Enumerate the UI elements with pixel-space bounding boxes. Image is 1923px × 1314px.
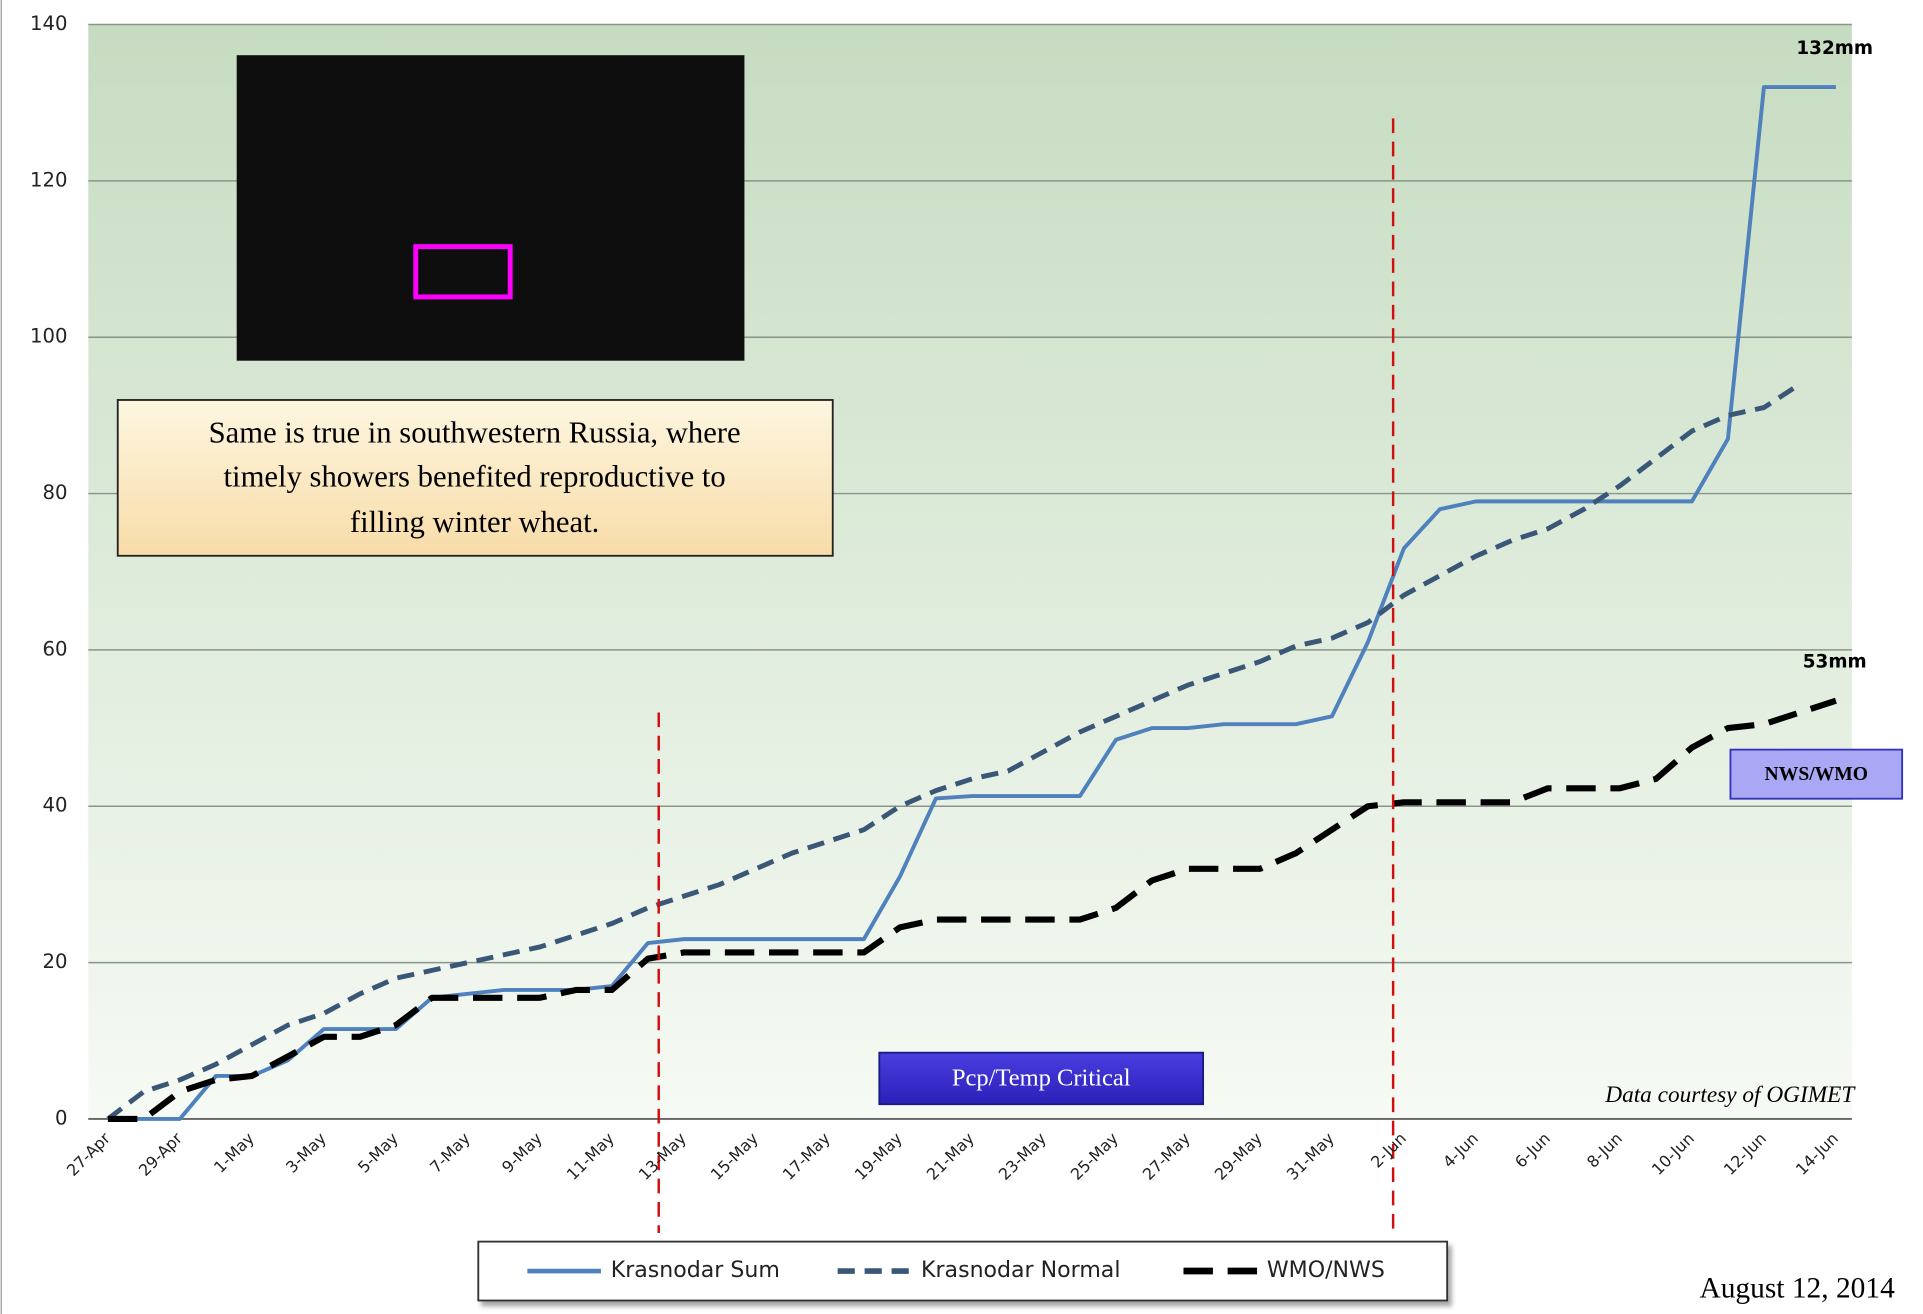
note-box — [116, 399, 834, 557]
y-tick-label: 120 — [30, 168, 67, 191]
x-tick-label: 3-May — [282, 1129, 330, 1177]
x-tick-label: 13-May — [635, 1129, 690, 1184]
series-line — [107, 697, 1837, 1122]
period-label: Pcp/Temp Critical — [952, 1064, 1131, 1091]
x-tick-label: 19-May — [851, 1129, 906, 1184]
end-label: 132mm — [1796, 38, 1873, 59]
x-tick-label: 5-May — [354, 1129, 402, 1177]
x-tick-label: 8-Jun — [1583, 1129, 1626, 1172]
map-highlight — [413, 244, 513, 300]
y-tick-label: 20 — [43, 950, 68, 973]
x-tick-label: 14-Jun — [1792, 1129, 1842, 1179]
x-tick-label: 6-Jun — [1511, 1129, 1554, 1172]
y-tick-label: 140 — [30, 12, 67, 35]
legend-label: WMO/NWS — [1267, 1258, 1385, 1283]
credit: Data courtesy of OGIMET — [1604, 1082, 1856, 1108]
y-tick-label: 0 — [55, 1106, 67, 1129]
y-tick-label: 80 — [43, 481, 68, 504]
x-tick-label: 31-May — [1283, 1129, 1338, 1184]
legend-box — [477, 1240, 1449, 1302]
map-image — [236, 55, 745, 361]
period-box — [878, 1051, 1205, 1106]
source-box — [1729, 748, 1904, 800]
x-tick-label: 4-Jun — [1439, 1129, 1482, 1172]
x-tick-label: 9-May — [498, 1129, 546, 1177]
x-tick-label: 2-Jun — [1367, 1129, 1410, 1172]
y-tick-label: 100 — [30, 325, 67, 348]
x-tick-label: 27-May — [1139, 1129, 1194, 1184]
date: August 12, 2014 — [1699, 1272, 1895, 1304]
x-tick-label: 10-Jun — [1648, 1129, 1698, 1179]
x-tick-label: 21-May — [923, 1129, 978, 1184]
end-label: 53mm — [1803, 652, 1867, 673]
y-tick-label: 40 — [43, 794, 68, 817]
x-tick-label: 23-May — [995, 1129, 1050, 1184]
x-tick-label: 25-May — [1067, 1129, 1122, 1184]
note-line: timely showers benefited reproductive to — [224, 460, 726, 494]
x-tick-label: 29-May — [1211, 1129, 1266, 1184]
source-label: NWS/WMO — [1765, 764, 1868, 785]
x-tick-label: 12-Jun — [1720, 1129, 1770, 1179]
x-tick-label: 11-May — [563, 1129, 618, 1184]
x-tick-label: 7-May — [426, 1129, 474, 1177]
legend-label: Krasnodar Normal — [921, 1258, 1120, 1283]
x-tick-label: 15-May — [707, 1129, 762, 1184]
x-tick-label: 27-Apr — [63, 1128, 114, 1179]
x-tick-label: 29-Apr — [135, 1128, 186, 1179]
x-tick-label: 17-May — [779, 1129, 834, 1184]
note-line: Same is true in southwestern Russia, whe… — [209, 416, 741, 450]
series-line — [107, 85, 1836, 1121]
legend-label: Krasnodar Sum — [611, 1258, 780, 1283]
x-tick-label: 1-May — [210, 1129, 258, 1177]
note-line: filling winter wheat. — [350, 505, 599, 539]
y-tick-label: 60 — [43, 637, 68, 660]
